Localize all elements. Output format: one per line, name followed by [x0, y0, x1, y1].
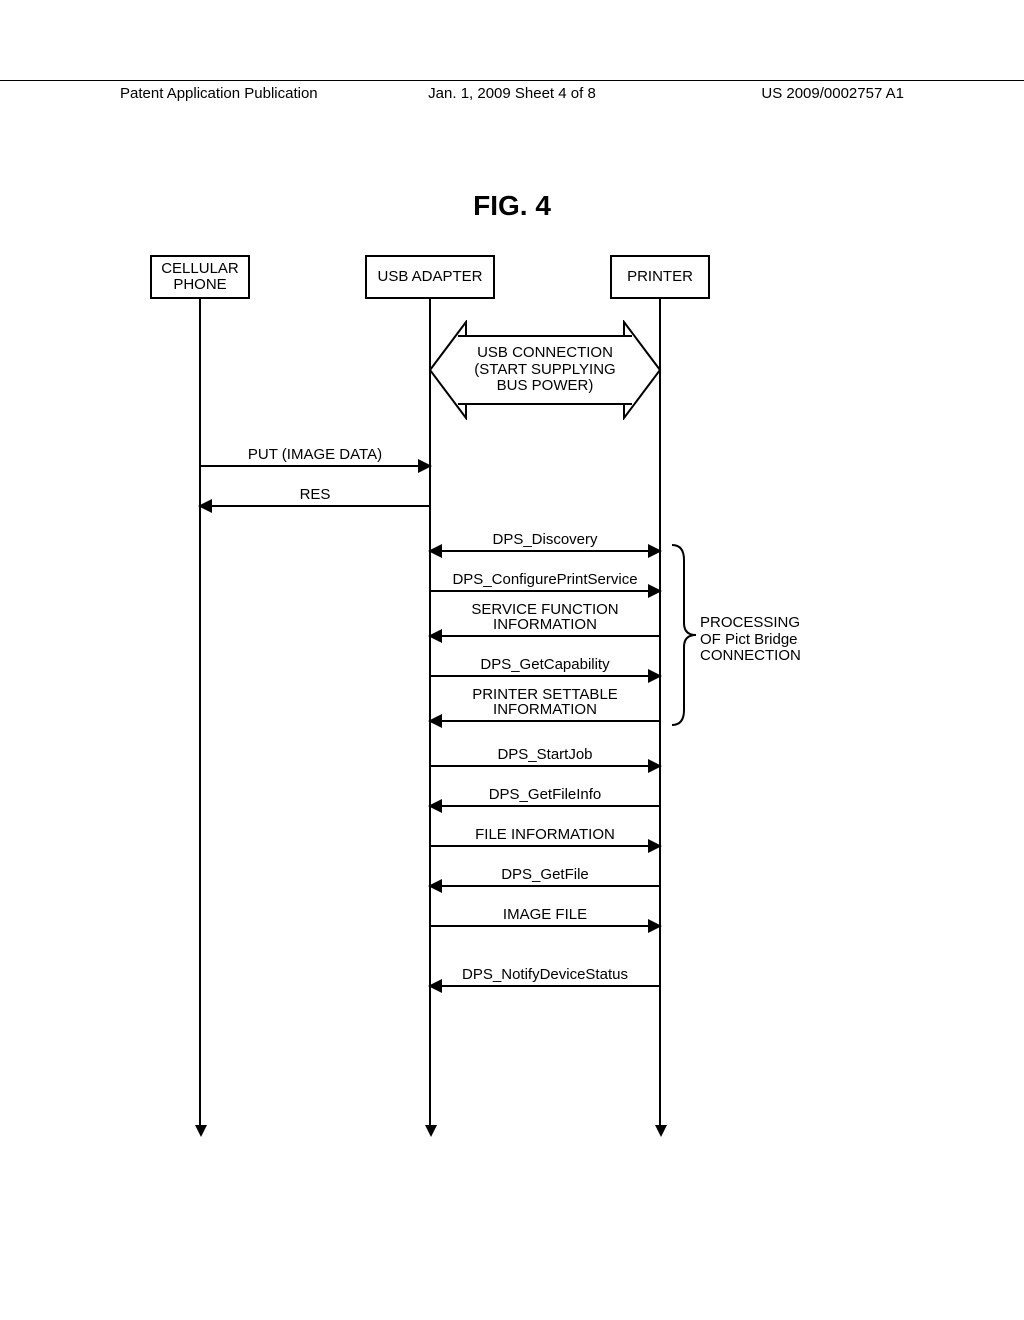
message-label-11: IMAGE FILE — [430, 907, 660, 923]
message-12: DPS_NotifyDeviceStatus — [430, 985, 660, 987]
header-right: US 2009/0002757 A1 — [643, 85, 904, 102]
message-2: DPS_Discovery — [430, 550, 660, 552]
message-label-0: PUT (IMAGE DATA) — [200, 447, 430, 463]
message-label-5: DPS_GetCapability — [430, 657, 660, 673]
message-5: DPS_GetCapability — [430, 675, 660, 677]
message-11: IMAGE FILE — [430, 925, 660, 927]
message-label-1: RES — [200, 487, 430, 503]
message-1: RES — [200, 505, 430, 507]
message-label-9: FILE INFORMATION — [430, 827, 660, 843]
message-label-2: DPS_Discovery — [430, 532, 660, 548]
header-middle: Jan. 1, 2009 Sheet 4 of 8 — [381, 85, 642, 102]
figure-title: FIG. 4 — [0, 190, 1024, 222]
message-6: PRINTER SETTABLEINFORMATION — [430, 720, 660, 722]
header-left: Patent Application Publication — [120, 85, 381, 102]
pictbridge-brace — [670, 540, 700, 730]
message-8: DPS_GetFileInfo — [430, 805, 660, 807]
message-4: SERVICE FUNCTIONINFORMATION — [430, 635, 660, 637]
pictbridge-brace-label: PROCESSINGOF Pict BridgeCONNECTION — [700, 615, 801, 665]
page-header-row: Patent Application Publication Jan. 1, 2… — [0, 85, 1024, 102]
message-label-10: DPS_GetFile — [430, 867, 660, 883]
message-label-4: SERVICE FUNCTIONINFORMATION — [430, 602, 660, 634]
message-9: FILE INFORMATION — [430, 845, 660, 847]
message-0: PUT (IMAGE DATA) — [200, 465, 430, 467]
message-label-12: DPS_NotifyDeviceStatus — [430, 967, 660, 983]
message-label-6: PRINTER SETTABLEINFORMATION — [430, 687, 660, 719]
message-label-7: DPS_StartJob — [430, 747, 660, 763]
message-label-8: DPS_GetFileInfo — [430, 787, 660, 803]
page-header: Patent Application Publication Jan. 1, 2… — [0, 80, 1024, 102]
message-10: DPS_GetFile — [430, 885, 660, 887]
message-label-3: DPS_ConfigurePrintService — [430, 572, 660, 588]
usb-connection-label: USB CONNECTION(START SUPPLYINGBUS POWER) — [458, 335, 632, 405]
message-7: DPS_StartJob — [430, 765, 660, 767]
message-3: DPS_ConfigurePrintService — [430, 590, 660, 592]
sequence-diagram: CELLULARPHONEUSB ADAPTERPRINTERUSB CONNE… — [140, 255, 920, 1145]
